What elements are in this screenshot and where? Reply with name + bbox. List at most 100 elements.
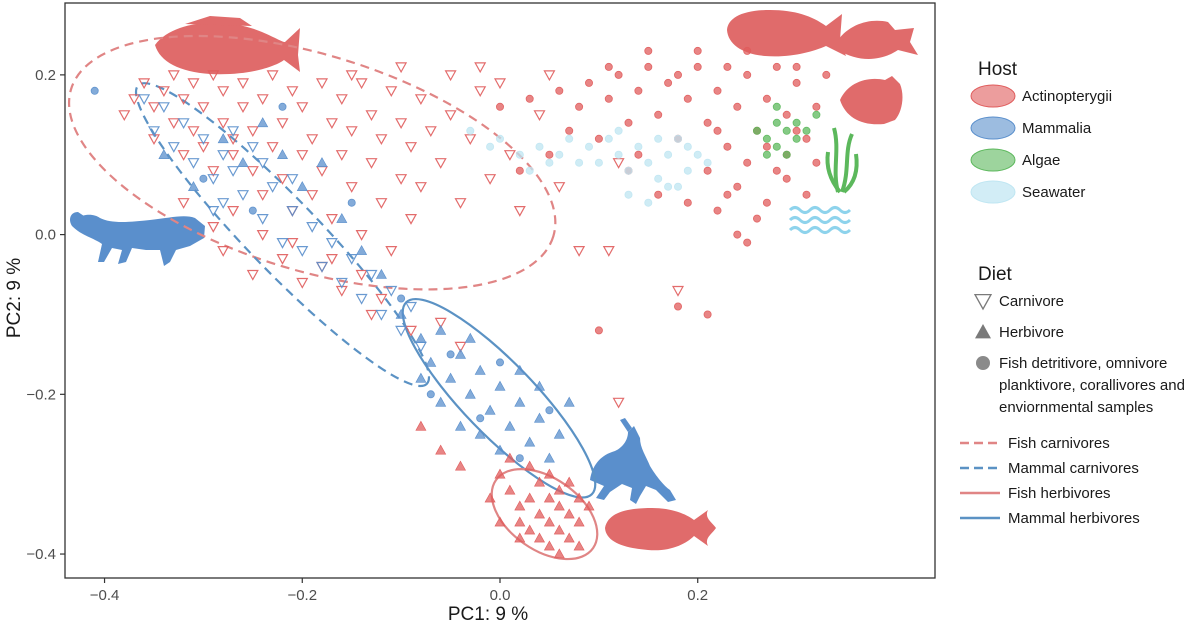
data-point bbox=[654, 190, 663, 199]
data-point bbox=[345, 254, 358, 265]
data-point bbox=[555, 86, 564, 95]
data-point bbox=[385, 86, 398, 98]
x-tick-label: 0.2 bbox=[687, 587, 708, 604]
data-point bbox=[248, 206, 257, 215]
data-point bbox=[227, 166, 240, 177]
data-point bbox=[812, 102, 821, 111]
data-point bbox=[543, 70, 556, 82]
data-point bbox=[703, 118, 712, 127]
data-point bbox=[454, 460, 467, 471]
data-point bbox=[664, 150, 673, 159]
data-point bbox=[278, 102, 287, 111]
data-point bbox=[296, 102, 309, 114]
gazelle-silhouette-icon bbox=[590, 418, 676, 504]
data-point bbox=[513, 206, 526, 217]
fish-silhouette-icon bbox=[840, 76, 903, 125]
data-point bbox=[246, 269, 259, 281]
data-point bbox=[614, 70, 623, 79]
data-point bbox=[713, 126, 722, 135]
data-point bbox=[553, 524, 565, 535]
data-point bbox=[207, 70, 220, 82]
data-point bbox=[812, 158, 821, 167]
data-point bbox=[514, 516, 526, 527]
data-point bbox=[703, 310, 712, 319]
data-point bbox=[563, 508, 575, 519]
seawater-waves-icon bbox=[788, 206, 852, 234]
data-point bbox=[236, 190, 250, 201]
data-point bbox=[723, 62, 732, 71]
data-point bbox=[257, 117, 269, 128]
data-point bbox=[395, 325, 408, 337]
data-point bbox=[802, 134, 811, 143]
data-point bbox=[543, 468, 555, 479]
data-point bbox=[594, 326, 603, 335]
series-seawater-other bbox=[466, 126, 712, 207]
data-point bbox=[573, 246, 586, 257]
x-axis: −0.4 −0.2 0.0 0.2 bbox=[90, 578, 708, 604]
data-point bbox=[454, 341, 467, 353]
data-point bbox=[723, 142, 732, 151]
data-point bbox=[543, 516, 555, 527]
data-point bbox=[525, 166, 534, 175]
data-point bbox=[671, 285, 685, 297]
data-point bbox=[177, 150, 190, 161]
data-point bbox=[644, 198, 653, 207]
data-point bbox=[395, 62, 408, 74]
y-axis-title: PC2: 9 % bbox=[4, 258, 25, 338]
data-point bbox=[276, 118, 289, 130]
data-point bbox=[157, 102, 170, 114]
data-point bbox=[782, 126, 791, 135]
fish-silhouette-icon bbox=[727, 10, 846, 57]
data-point bbox=[553, 182, 566, 193]
data-point bbox=[355, 269, 368, 281]
data-point bbox=[404, 214, 418, 225]
data-point bbox=[325, 118, 338, 130]
data-point bbox=[515, 454, 524, 463]
data-point bbox=[563, 396, 575, 407]
seaweed-icon bbox=[825, 127, 859, 194]
data-point bbox=[524, 492, 536, 503]
data-point bbox=[246, 142, 259, 153]
data-point bbox=[494, 444, 506, 455]
data-point bbox=[404, 142, 418, 153]
data-point bbox=[444, 110, 457, 122]
data-point bbox=[594, 134, 603, 143]
data-point bbox=[585, 142, 594, 151]
data-point bbox=[604, 134, 613, 143]
data-point bbox=[604, 94, 613, 103]
data-point bbox=[484, 174, 497, 185]
legend-host-label: Actinopterygii bbox=[1022, 88, 1112, 105]
data-point bbox=[762, 150, 771, 159]
data-point bbox=[236, 102, 250, 114]
data-point bbox=[414, 182, 427, 193]
data-point bbox=[464, 332, 476, 343]
data-point bbox=[207, 166, 220, 177]
data-point bbox=[375, 309, 388, 321]
legend-diet-label: Fish detritivore, omnivore bbox=[999, 355, 1167, 372]
data-point bbox=[514, 532, 526, 543]
data-point bbox=[762, 198, 771, 207]
data-point bbox=[723, 190, 732, 199]
data-point bbox=[336, 212, 348, 223]
data-point bbox=[543, 492, 555, 503]
data-point bbox=[713, 86, 722, 95]
data-point bbox=[543, 540, 555, 551]
data-point bbox=[565, 134, 574, 143]
data-point bbox=[365, 158, 378, 169]
data-point bbox=[634, 86, 643, 95]
data-point bbox=[733, 230, 742, 239]
x-axis-title: PC1: 9 % bbox=[448, 604, 528, 625]
data-point bbox=[683, 94, 692, 103]
legend-diet-label: planktivore, corallivores and bbox=[999, 377, 1185, 394]
data-point bbox=[565, 126, 574, 135]
data-point bbox=[575, 102, 584, 111]
data-point bbox=[802, 126, 811, 135]
data-point bbox=[743, 70, 752, 79]
data-point bbox=[217, 198, 230, 209]
data-point bbox=[177, 118, 190, 130]
series-mammalia-herbivore bbox=[158, 117, 575, 463]
data-point bbox=[286, 174, 299, 185]
data-point bbox=[167, 142, 180, 153]
data-point bbox=[138, 94, 151, 106]
x-tick-label: −0.2 bbox=[287, 587, 317, 604]
